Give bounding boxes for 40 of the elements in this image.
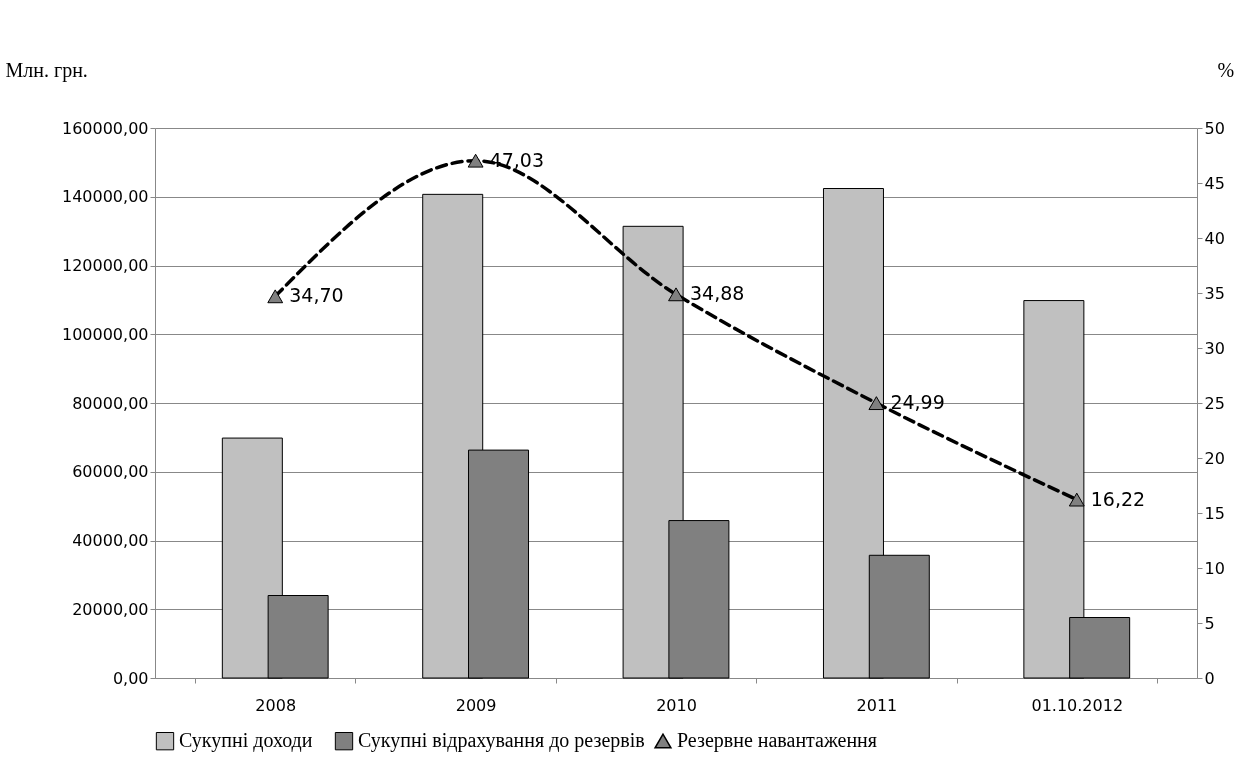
- point: [467, 153, 484, 168]
- data-label: 34,88: [690, 282, 745, 305]
- y-tick-label: 20000,00: [72, 599, 149, 619]
- y2-tick-label: 35: [1204, 283, 1225, 303]
- legend-label: Сукупні відрахування до резервів: [358, 729, 645, 753]
- point: [668, 287, 684, 302]
- x-tick-label: 2010: [656, 695, 697, 715]
- point: [267, 289, 284, 304]
- y-tick-label: 60000,00: [72, 462, 149, 482]
- y-tick-label: 140000,00: [61, 187, 149, 207]
- x-tick-label: 2008: [255, 695, 297, 715]
- point: [1068, 492, 1085, 507]
- y-tick-label: 160000,00: [61, 118, 149, 138]
- y-tick-label: 0,00: [112, 668, 149, 688]
- x-tick-label: 2009: [455, 695, 497, 715]
- y2-tick-label: 45: [1204, 173, 1225, 193]
- data-label: 16,22: [1090, 487, 1146, 510]
- data-label: 24,99: [890, 391, 945, 414]
- x-tick-label: 2011: [856, 695, 898, 715]
- y2-tick-label: 0: [1204, 668, 1215, 688]
- y-tick-label: 80000,00: [72, 393, 149, 413]
- y-tick-label: 120000,00: [61, 256, 149, 275]
- y2-tick-label: 20: [1204, 448, 1225, 468]
- y2-tick-label: 50: [1204, 118, 1225, 138]
- y-axis-title: Млн. грн.: [5, 58, 88, 82]
- y-tick-label: 100000,00: [61, 324, 149, 344]
- y2-tick-label: 10: [1204, 558, 1225, 578]
- y2-tick-label: 40: [1204, 228, 1225, 248]
- data-label: 47,03: [489, 148, 545, 171]
- y2-tick-label: 5: [1204, 613, 1215, 633]
- y2-tick-label: 25: [1204, 393, 1225, 413]
- y2-tick-label: 30: [1204, 338, 1225, 358]
- y-tick-label: 40000,00: [72, 531, 149, 550]
- y2-axis-title: %: [1217, 58, 1235, 81]
- x-tick-label: 01.10.2012: [1031, 695, 1124, 715]
- legend-label: Резервне навантаження: [677, 729, 878, 752]
- point: [868, 396, 885, 411]
- data-label: 34,70: [289, 284, 344, 307]
- y2-tick-label: 15: [1204, 503, 1225, 523]
- legend-label: Сукупні доходи: [179, 729, 313, 753]
